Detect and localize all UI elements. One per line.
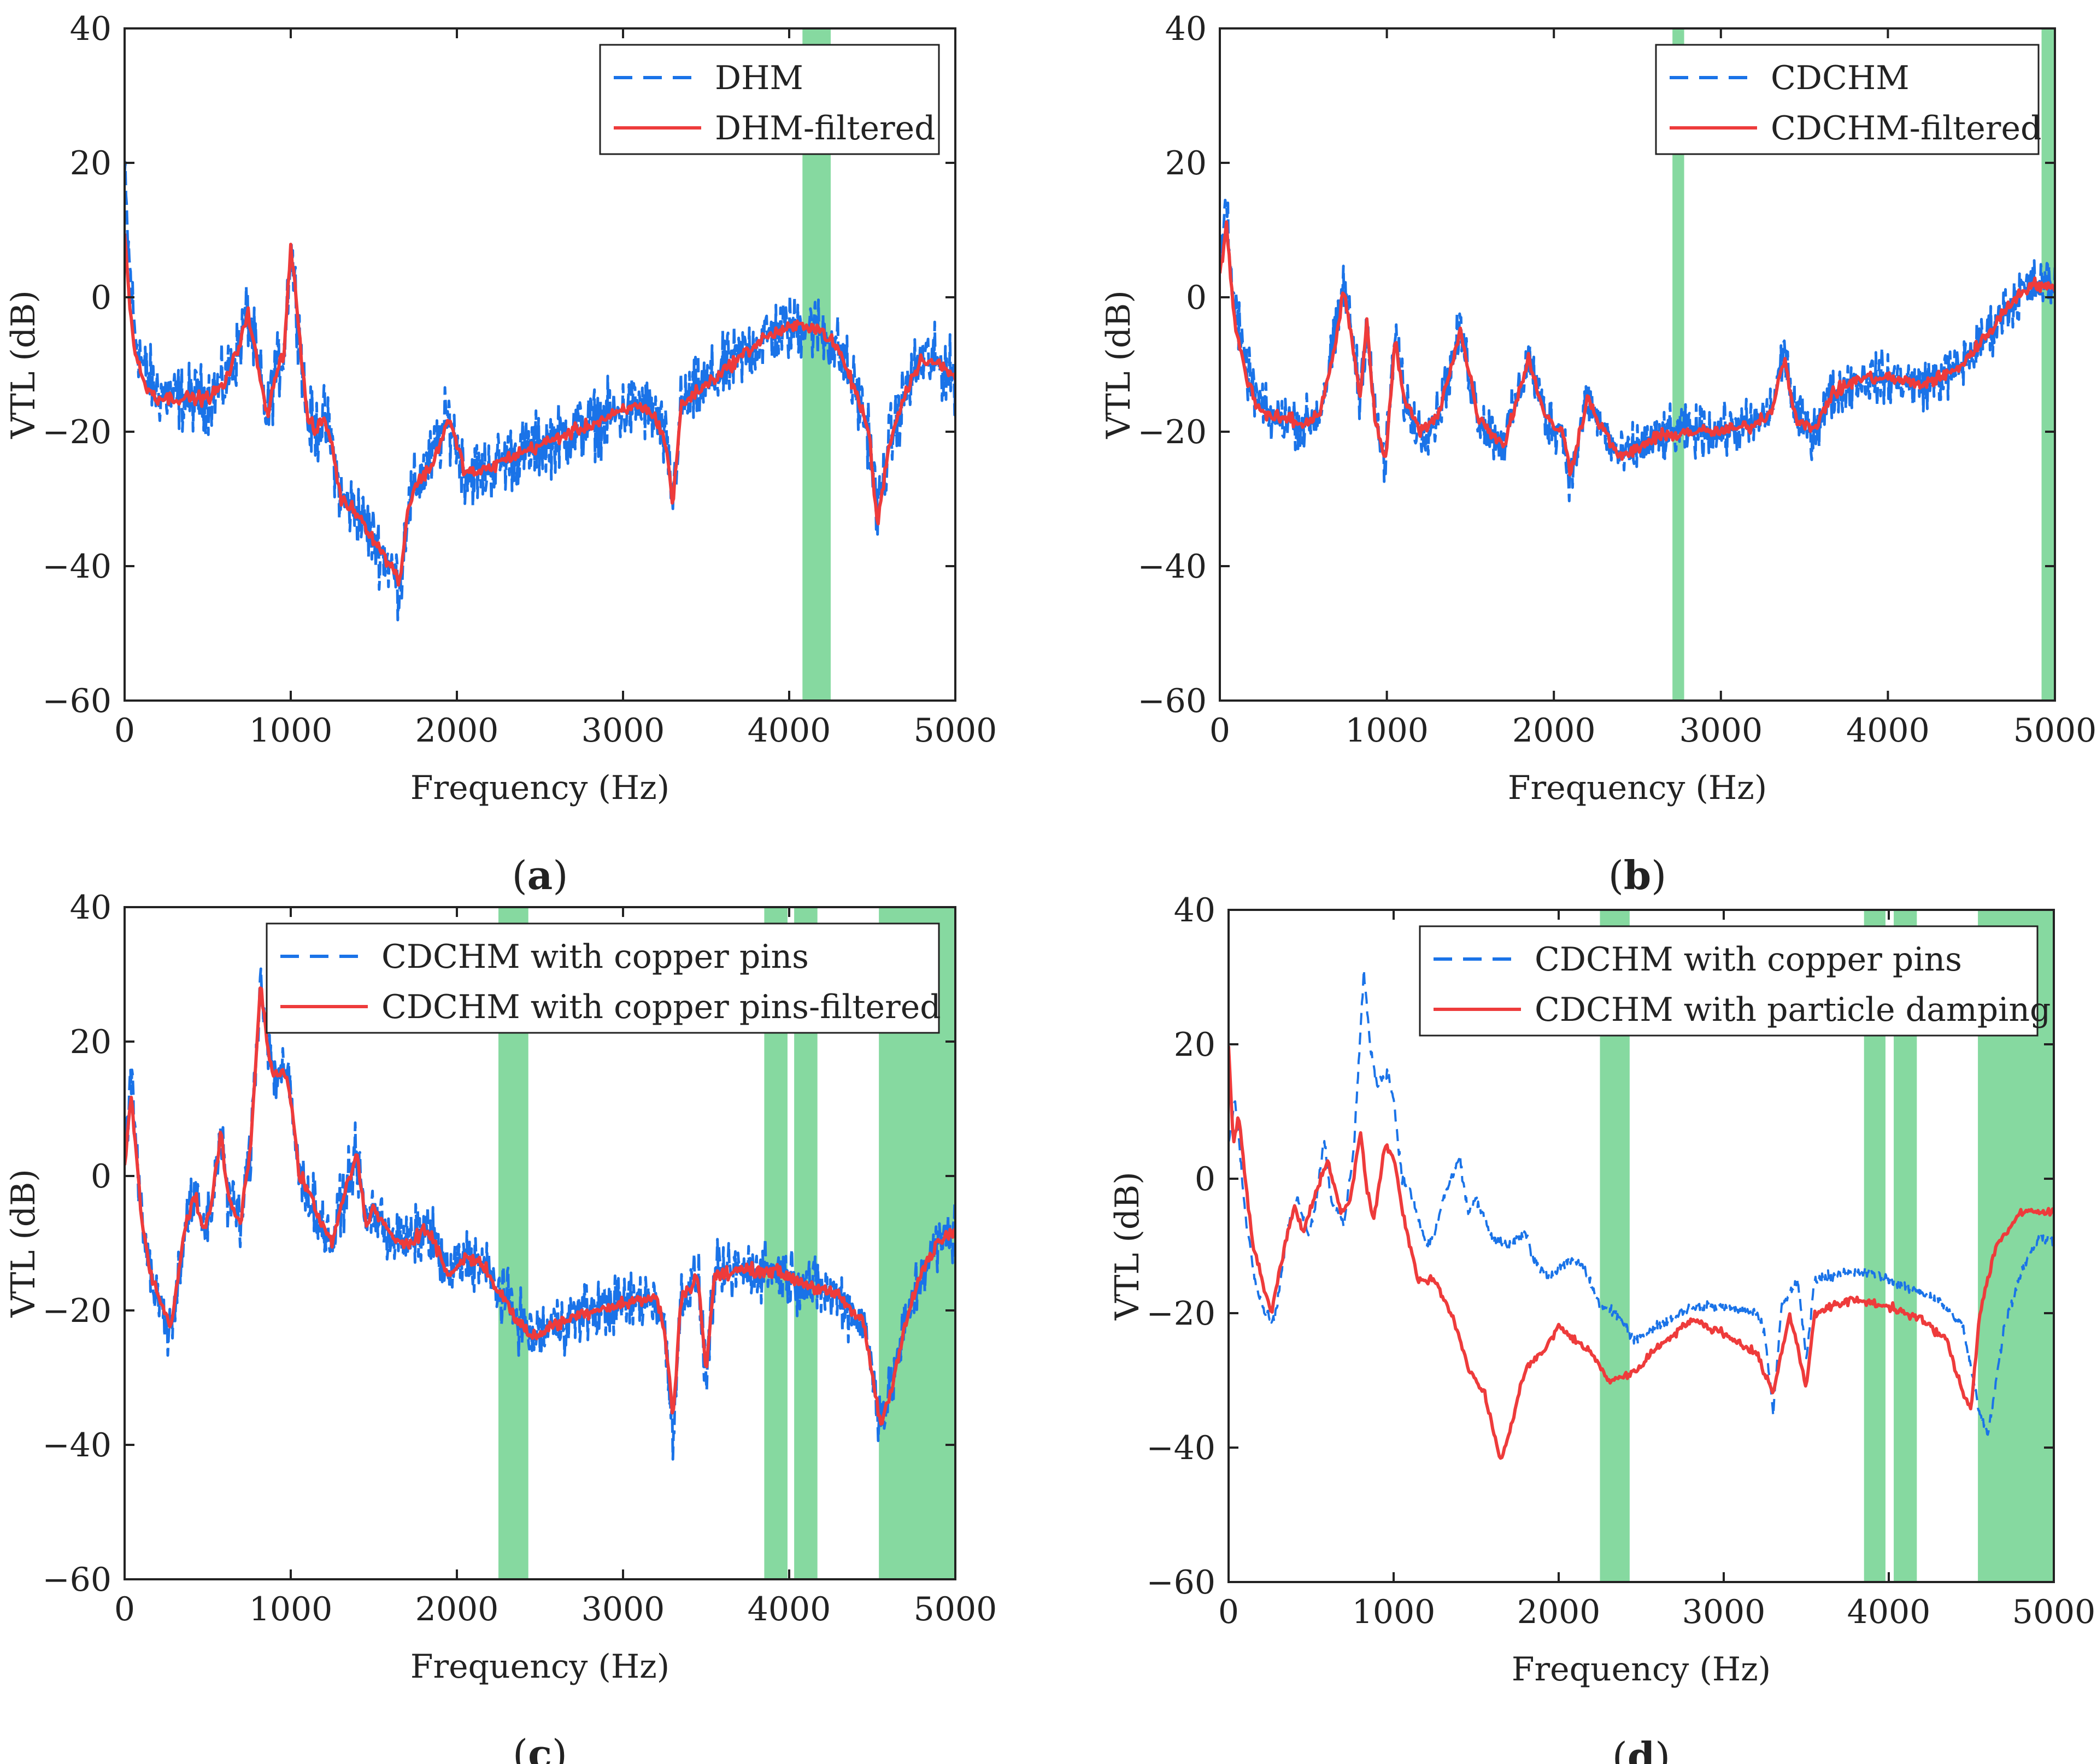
y-tick-label: −40 bbox=[42, 548, 111, 586]
y-tick-label: −20 bbox=[42, 1292, 111, 1330]
y-axis-label: VTL (dB) bbox=[4, 290, 43, 439]
x-tick-label: 2000 bbox=[415, 712, 499, 750]
legend: CDCHM with copper pins CDCHM with particl… bbox=[1419, 925, 2051, 1037]
y-tick-label: −40 bbox=[1146, 1429, 1215, 1467]
panel-caption: (b) bbox=[1608, 852, 1667, 898]
x-tick-label: 1000 bbox=[1352, 1593, 1436, 1631]
plot-frame bbox=[124, 27, 956, 702]
y-tick-label: −60 bbox=[1146, 1563, 1215, 1602]
x-tick-label: 5000 bbox=[2012, 1593, 2096, 1631]
x-tick-label: 4000 bbox=[1847, 1593, 1931, 1631]
y-tick-label: 20 bbox=[1174, 1026, 1215, 1064]
y-tick-label: 0 bbox=[1195, 1160, 1215, 1198]
y-tick-label: 40 bbox=[1174, 891, 1215, 930]
x-tick-label: 4000 bbox=[748, 1590, 831, 1628]
x-tick-label: 3000 bbox=[581, 1590, 665, 1628]
highlight-band bbox=[1672, 28, 1684, 701]
series-line-measured bbox=[1229, 968, 2054, 1436]
panel-d: 0 1000 2000 3000 4000 5000 −60 −40 −20 0 20 40 Frequ… bbox=[1108, 891, 2095, 1764]
y-tick-label: −20 bbox=[1137, 413, 1207, 451]
panel-caption: (c) bbox=[513, 1731, 567, 1764]
legend-label: DHM-filtered bbox=[715, 109, 936, 148]
x-tick-label: 5000 bbox=[914, 712, 997, 750]
y-tick-label: 0 bbox=[1186, 279, 1207, 317]
x-tick-label: 3000 bbox=[1679, 712, 1763, 750]
highlight-band bbox=[2041, 28, 2055, 701]
series-line-measured bbox=[1220, 198, 2055, 503]
legend: CDCHM with copper pins CDCHM with copper … bbox=[266, 922, 941, 1034]
x-tick-label: 0 bbox=[114, 712, 135, 750]
x-tick-label: 3000 bbox=[1682, 1593, 1766, 1631]
series-line-filtered bbox=[125, 233, 955, 587]
panel-a: 0 1000 2000 3000 4000 5000 −60 −40 −20 0 20 40 Frequ… bbox=[4, 10, 997, 898]
y-tick-label: −20 bbox=[42, 413, 111, 451]
x-axis-label: Frequency (Hz) bbox=[410, 1648, 669, 1686]
plot-frame bbox=[1219, 27, 2056, 702]
series-line-filtered bbox=[1220, 220, 2055, 477]
y-tick-label: 40 bbox=[70, 889, 111, 927]
x-axis-label: Frequency (Hz) bbox=[410, 769, 669, 807]
legend-label: CDCHM-filtered bbox=[1771, 109, 2041, 148]
y-tick-label: 40 bbox=[1165, 10, 1207, 48]
x-tick-label: 1000 bbox=[1345, 712, 1429, 750]
x-axis-label: Frequency (Hz) bbox=[1508, 769, 1767, 807]
y-tick-label: −60 bbox=[42, 682, 111, 720]
legend-label: DHM bbox=[715, 59, 803, 97]
x-tick-label: 1000 bbox=[249, 1590, 333, 1628]
y-axis-label: VTL (dB) bbox=[1100, 290, 1138, 439]
panel-c: 0 1000 2000 3000 4000 5000 −60 −40 −20 0 20 40 Frequ… bbox=[4, 889, 997, 1764]
panel-caption: (a) bbox=[512, 852, 568, 898]
x-tick-label: 0 bbox=[1209, 712, 1230, 750]
y-tick-label: −40 bbox=[1137, 548, 1207, 586]
y-tick-label: 20 bbox=[70, 144, 111, 183]
legend-label: CDCHM with copper pins bbox=[1535, 940, 1962, 979]
legend-label: CDCHM with copper pins bbox=[381, 938, 809, 976]
y-tick-label: −40 bbox=[42, 1426, 111, 1465]
panel-caption: (d) bbox=[1612, 1733, 1671, 1764]
x-tick-label: 4000 bbox=[1846, 712, 1930, 750]
y-tick-label: 20 bbox=[70, 1023, 111, 1061]
legend-label: CDCHM with copper pins-filtered bbox=[381, 988, 941, 1026]
series-line-filtered bbox=[125, 986, 955, 1426]
series-line-filtered bbox=[1229, 1046, 2054, 1460]
y-tick-label: 0 bbox=[91, 1157, 111, 1196]
y-axis-label: VTL (dB) bbox=[4, 1169, 43, 1318]
y-tick-label: −60 bbox=[42, 1561, 111, 1599]
x-tick-label: 2000 bbox=[1512, 712, 1596, 750]
plot-frame bbox=[1227, 909, 2055, 1583]
x-tick-label: 2000 bbox=[415, 1590, 499, 1628]
y-axis-label: VTL (dB) bbox=[1108, 1172, 1147, 1321]
x-tick-label: 0 bbox=[114, 1590, 135, 1628]
y-tick-label: −20 bbox=[1146, 1295, 1215, 1333]
plot-frame bbox=[124, 906, 956, 1580]
x-tick-label: 5000 bbox=[914, 1590, 997, 1628]
x-axis-label: Frequency (Hz) bbox=[1512, 1650, 1771, 1689]
y-tick-label: 40 bbox=[70, 10, 111, 48]
legend-label: CDCHM with particle damping bbox=[1535, 991, 2051, 1029]
x-tick-label: 1000 bbox=[249, 712, 333, 750]
panel-b: 0 1000 2000 3000 4000 5000 −60 −40 −20 0 20 40 Frequ… bbox=[1100, 10, 2096, 898]
legend: CDCHM CDCHM-filtered bbox=[1655, 44, 2041, 155]
x-tick-label: 3000 bbox=[581, 712, 665, 750]
x-tick-label: 2000 bbox=[1517, 1593, 1601, 1631]
y-tick-label: 20 bbox=[1165, 144, 1207, 183]
series-line-measured bbox=[125, 967, 955, 1461]
x-tick-label: 4000 bbox=[748, 712, 831, 750]
x-tick-label: 5000 bbox=[2013, 712, 2097, 750]
y-tick-label: 0 bbox=[91, 279, 111, 317]
x-tick-label: 0 bbox=[1218, 1593, 1239, 1631]
legend-label: CDCHM bbox=[1771, 59, 1910, 97]
legend: DHM DHM-filtered bbox=[599, 44, 940, 155]
y-tick-label: −60 bbox=[1137, 682, 1207, 720]
